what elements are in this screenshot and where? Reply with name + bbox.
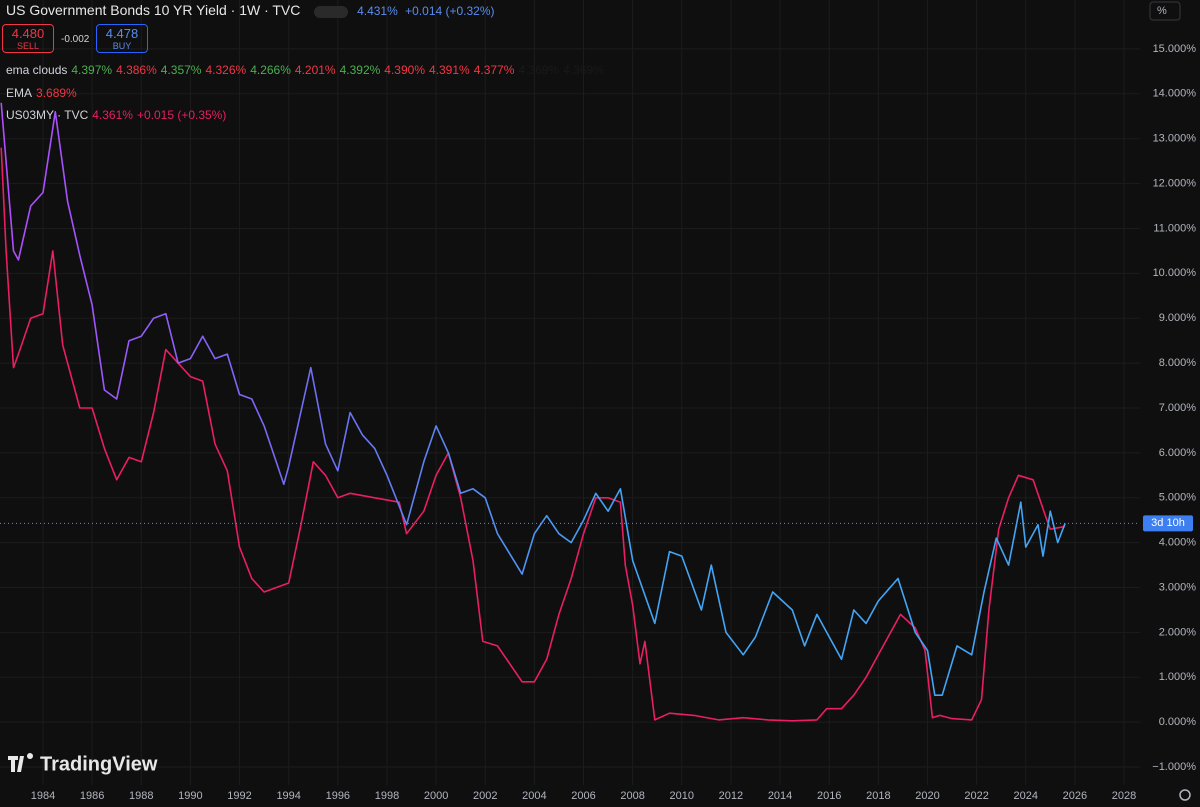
time-axis xyxy=(0,785,1200,807)
x-tick-label: 2016 xyxy=(817,790,841,802)
y-tick-label: 1.000% xyxy=(1159,671,1197,683)
indicator-value: 4.392% xyxy=(339,63,381,77)
x-tick-label: 1992 xyxy=(227,790,251,802)
y-tick-label: 14.000% xyxy=(1153,88,1197,100)
x-tick-label: 1998 xyxy=(375,790,399,802)
indicator-value: 4.266% xyxy=(250,63,291,77)
series-line xyxy=(0,102,1066,696)
indicator-value: 4.386% xyxy=(116,63,157,77)
x-tick-label: 2022 xyxy=(964,790,988,802)
indicator-value: 4.391% xyxy=(429,63,470,77)
sell-button[interactable]: 4.480 SELL xyxy=(2,24,54,53)
indicator-value: 4.357% xyxy=(160,63,202,77)
y-tick-label: 13.000% xyxy=(1153,133,1197,145)
indicator-name: US03MY · TVC xyxy=(6,108,89,122)
y-tick-label: 4.000% xyxy=(1159,537,1197,549)
indicator-value: 4.397% xyxy=(71,63,113,77)
unit-button[interactable] xyxy=(1149,1,1181,21)
indicator-row: ema clouds 4.397% 4.386% 4.357% 4.326% 4.266%… xyxy=(6,63,608,77)
price: 4.431% xyxy=(357,4,398,18)
change: +0.014 (+0.32%) xyxy=(405,4,495,18)
x-tick-label: 2012 xyxy=(719,790,743,802)
x-tick-label: 2010 xyxy=(670,790,694,802)
logo: TradingView xyxy=(40,753,158,775)
indicator-name: EMA xyxy=(6,85,33,100)
x-tick-label: 2024 xyxy=(1014,790,1038,802)
settings-icon[interactable] xyxy=(1179,789,1191,801)
indicator-value: 4.361% xyxy=(92,108,133,122)
y-tick-label: 9.000% xyxy=(1159,312,1197,324)
y-tick-label: 11.000% xyxy=(1153,222,1196,234)
buy-price[interactable]: 4.478 xyxy=(105,26,139,41)
title: US Government Bonds 10 YR Yield · 1W · T… xyxy=(6,2,301,18)
indicator-row: US03MY · TVC 4.361% +0.015 (+0.35%) xyxy=(6,108,230,122)
sell-price[interactable]: 4.480 xyxy=(11,26,45,41)
indicator-row: EMA 3.689% xyxy=(6,86,81,100)
countdown-badge xyxy=(1143,515,1193,532)
y-tick-label: 3.000% xyxy=(1159,581,1197,593)
x-tick-label: 2002 xyxy=(473,790,497,802)
x-tick-label: 2018 xyxy=(866,790,890,802)
y-tick-label: 0.000% xyxy=(1159,716,1197,728)
x-tick-label: 2028 xyxy=(1112,790,1136,802)
x-tick-label: 1996 xyxy=(326,790,350,802)
x-tick-label: 2014 xyxy=(768,790,792,802)
countdown: 3d 10h xyxy=(1151,517,1185,529)
indicator-value: 4.326% xyxy=(205,63,247,77)
price-axis xyxy=(1140,0,1200,785)
logo-icon xyxy=(8,753,33,772)
indicator-value: 4.377% xyxy=(473,63,515,77)
y-tick-label: 12.000% xyxy=(1153,177,1197,189)
x-tick-label: 1990 xyxy=(178,790,202,802)
indicator-value: 4.390% xyxy=(384,63,425,77)
buy-label[interactable]: BUY xyxy=(112,41,132,51)
sell-label[interactable]: SELL xyxy=(16,41,40,51)
y-tick-label: −1.000% xyxy=(1152,761,1196,773)
x-tick-label: 2008 xyxy=(620,790,644,802)
legend-title-row: US Government Bonds 10 YR Yield · 1W · T… xyxy=(6,2,499,18)
x-tick-label: 2004 xyxy=(522,790,546,802)
x-tick-label: 1986 xyxy=(80,790,104,802)
y-tick-label: 8.000% xyxy=(1159,357,1197,369)
y-tick-label: 5.000% xyxy=(1159,492,1197,504)
x-tick-label: 2000 xyxy=(424,790,448,802)
status-pill[interactable] xyxy=(313,5,348,18)
indicator-value: 4.369% xyxy=(518,63,560,77)
indicator-name: ema clouds xyxy=(6,63,68,77)
y-tick-label: 15.000% xyxy=(1153,43,1197,55)
indicator-value: 3.689% xyxy=(36,85,77,100)
buy-button[interactable]: 4.478 BUY xyxy=(96,24,148,53)
indicator-value: 4.201% xyxy=(294,63,336,77)
y-tick-label: 10.000% xyxy=(1153,267,1197,279)
series-line xyxy=(0,147,1066,722)
x-tick-label: 1994 xyxy=(276,790,300,802)
axis-unit[interactable]: % xyxy=(1157,5,1167,17)
x-tick-label: 1988 xyxy=(129,790,153,802)
spread: -0.002 xyxy=(61,34,90,45)
x-tick-label: 2020 xyxy=(915,790,939,802)
x-tick-label: 1984 xyxy=(31,790,55,802)
y-tick-label: 2.000% xyxy=(1159,626,1197,638)
indicator-value: +0.015 (+0.35%) xyxy=(136,108,227,122)
x-tick-label: 2026 xyxy=(1063,790,1087,802)
indicator-value: 4.369% xyxy=(563,63,604,77)
x-tick-label: 2006 xyxy=(571,790,595,802)
y-tick-label: 6.000% xyxy=(1159,447,1197,459)
y-tick-label: 7.000% xyxy=(1159,402,1197,414)
